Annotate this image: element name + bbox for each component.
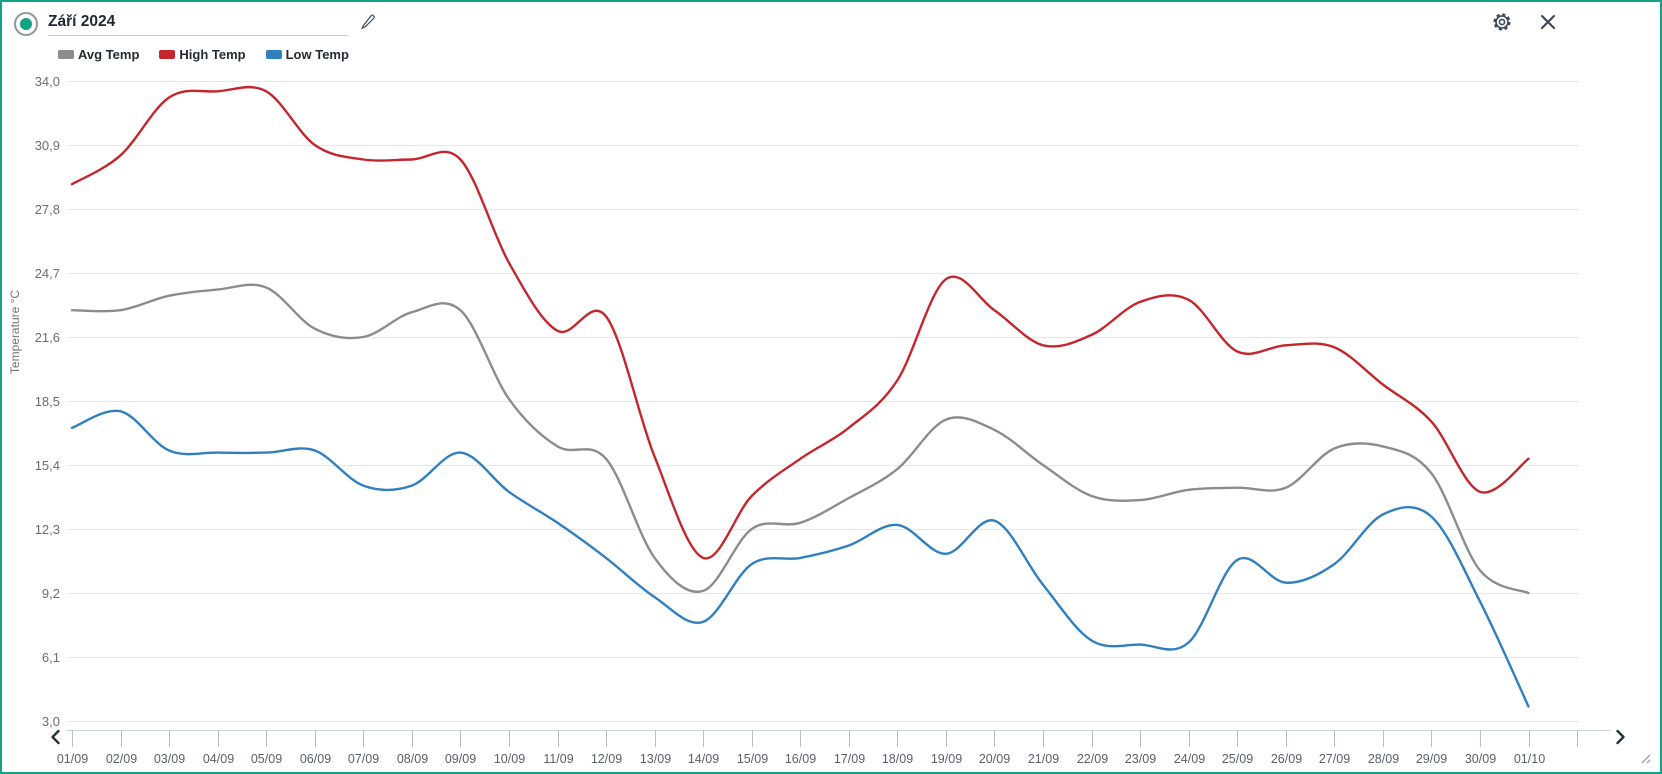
- series-line-avg-temp: [70, 283, 1530, 595]
- x-tick-label: 06/09: [300, 752, 331, 766]
- resize-grip-icon: [1641, 754, 1651, 764]
- x-tick-label: 09/09: [445, 752, 476, 766]
- settings-button[interactable]: [1490, 10, 1514, 34]
- x-tick-label: 11/09: [543, 752, 573, 766]
- x-tick-label: 24/09: [1174, 752, 1205, 766]
- x-tick-label: 22/09: [1077, 752, 1108, 766]
- x-tick-label: 28/09: [1368, 752, 1399, 766]
- legend-label: High Temp: [179, 47, 246, 62]
- x-axis-strip: [66, 730, 1610, 747]
- radio-selected-dot: [20, 18, 32, 30]
- y-tick-label: 15,4: [35, 458, 60, 473]
- series-line-high-temp: [70, 85, 1530, 560]
- x-tick-label: 18/09: [882, 752, 913, 766]
- x-tick-label: 04/09: [203, 752, 234, 766]
- legend-item-avg-temp[interactable]: Avg Temp: [58, 47, 139, 62]
- legend-label: Avg Temp: [78, 47, 140, 62]
- low-temp-swatch: [265, 50, 282, 59]
- scroll-right-button[interactable]: [1611, 728, 1629, 746]
- series-line-low-temp: [70, 409, 1530, 708]
- x-tick-label: 13/09: [640, 752, 671, 766]
- x-tick-label: 20/09: [979, 752, 1010, 766]
- y-tick-label: 21,6: [35, 330, 60, 345]
- x-tick-label: 15/09: [737, 752, 768, 766]
- x-tick-label: 14/09: [688, 752, 719, 766]
- chevron-left-icon: [51, 729, 60, 745]
- y-tick-label: 24,7: [35, 266, 60, 281]
- x-tick-label: 03/09: [154, 752, 185, 766]
- x-tick-label: 27/09: [1319, 752, 1350, 766]
- x-tick-label: 17/09: [834, 752, 865, 766]
- x-tick-label: 01/09: [57, 752, 88, 766]
- y-axis-labels: 34,0 30,9 27,8 24,7 21,6 18,5 15,4 12,3 9,2 6,1 3,…: [35, 74, 60, 729]
- chart-title-input[interactable]: Září 2024: [48, 11, 348, 36]
- x-tick-label: 07/09: [348, 752, 379, 766]
- y-tick-label: 9,2: [42, 586, 60, 601]
- x-tick-label: 08/09: [397, 752, 428, 766]
- legend-item-high-temp[interactable]: High Temp: [159, 47, 246, 62]
- resize-handle[interactable]: [1637, 750, 1653, 766]
- x-tick-label: 10/09: [494, 752, 525, 766]
- x-tick-label: 02/09: [106, 752, 137, 766]
- close-icon: [1540, 14, 1556, 30]
- y-tick-label: 3,0: [42, 714, 60, 729]
- x-tick-label: 16/09: [785, 752, 816, 766]
- x-tick-label: 12/09: [591, 752, 622, 766]
- legend-item-low-temp[interactable]: Low Temp: [265, 47, 349, 62]
- widget-radio-button[interactable]: [14, 12, 38, 36]
- x-axis-labels: 01/09 02/09 03/09 04/09 05/09 06/09 07/09 08/09…: [57, 752, 1545, 766]
- y-tick-label: 27,8: [35, 202, 60, 217]
- y-tick-label: 30,9: [35, 138, 60, 153]
- avg-temp-swatch: [58, 50, 74, 59]
- y-tick-label: 12,3: [35, 522, 60, 537]
- edit-title-button[interactable]: [358, 12, 378, 32]
- y-tick-label: 34,0: [35, 74, 60, 89]
- x-tick-label: 25/09: [1222, 752, 1253, 766]
- x-tick-label: 05/09: [251, 752, 282, 766]
- x-tick-label: 29/09: [1416, 752, 1447, 766]
- x-tick-label: 23/09: [1125, 752, 1156, 766]
- gear-icon: [1493, 13, 1511, 31]
- chevron-right-icon: [1616, 729, 1625, 745]
- x-tick-label: 19/09: [931, 752, 962, 766]
- x-tick-label: 01/10: [1514, 752, 1545, 766]
- x-tick-label: 26/09: [1271, 752, 1302, 766]
- chart-legend: Avg Temp High Temp Low Temp: [58, 47, 349, 62]
- y-axis-title: Temperature °C: [8, 290, 22, 374]
- x-tick-label: 21/09: [1028, 752, 1059, 766]
- scroll-left-button[interactable]: [47, 728, 65, 746]
- y-tick-label: 18,5: [35, 394, 60, 409]
- chart-gridlines: [67, 81, 1579, 722]
- high-temp-swatch: [159, 50, 176, 59]
- pencil-icon: [360, 14, 375, 30]
- series-lines: [70, 85, 1530, 708]
- legend-label: Low Temp: [285, 47, 349, 62]
- x-tick-label: 30/09: [1465, 752, 1496, 766]
- y-tick-label: 6,1: [42, 650, 60, 665]
- close-button[interactable]: [1537, 11, 1559, 33]
